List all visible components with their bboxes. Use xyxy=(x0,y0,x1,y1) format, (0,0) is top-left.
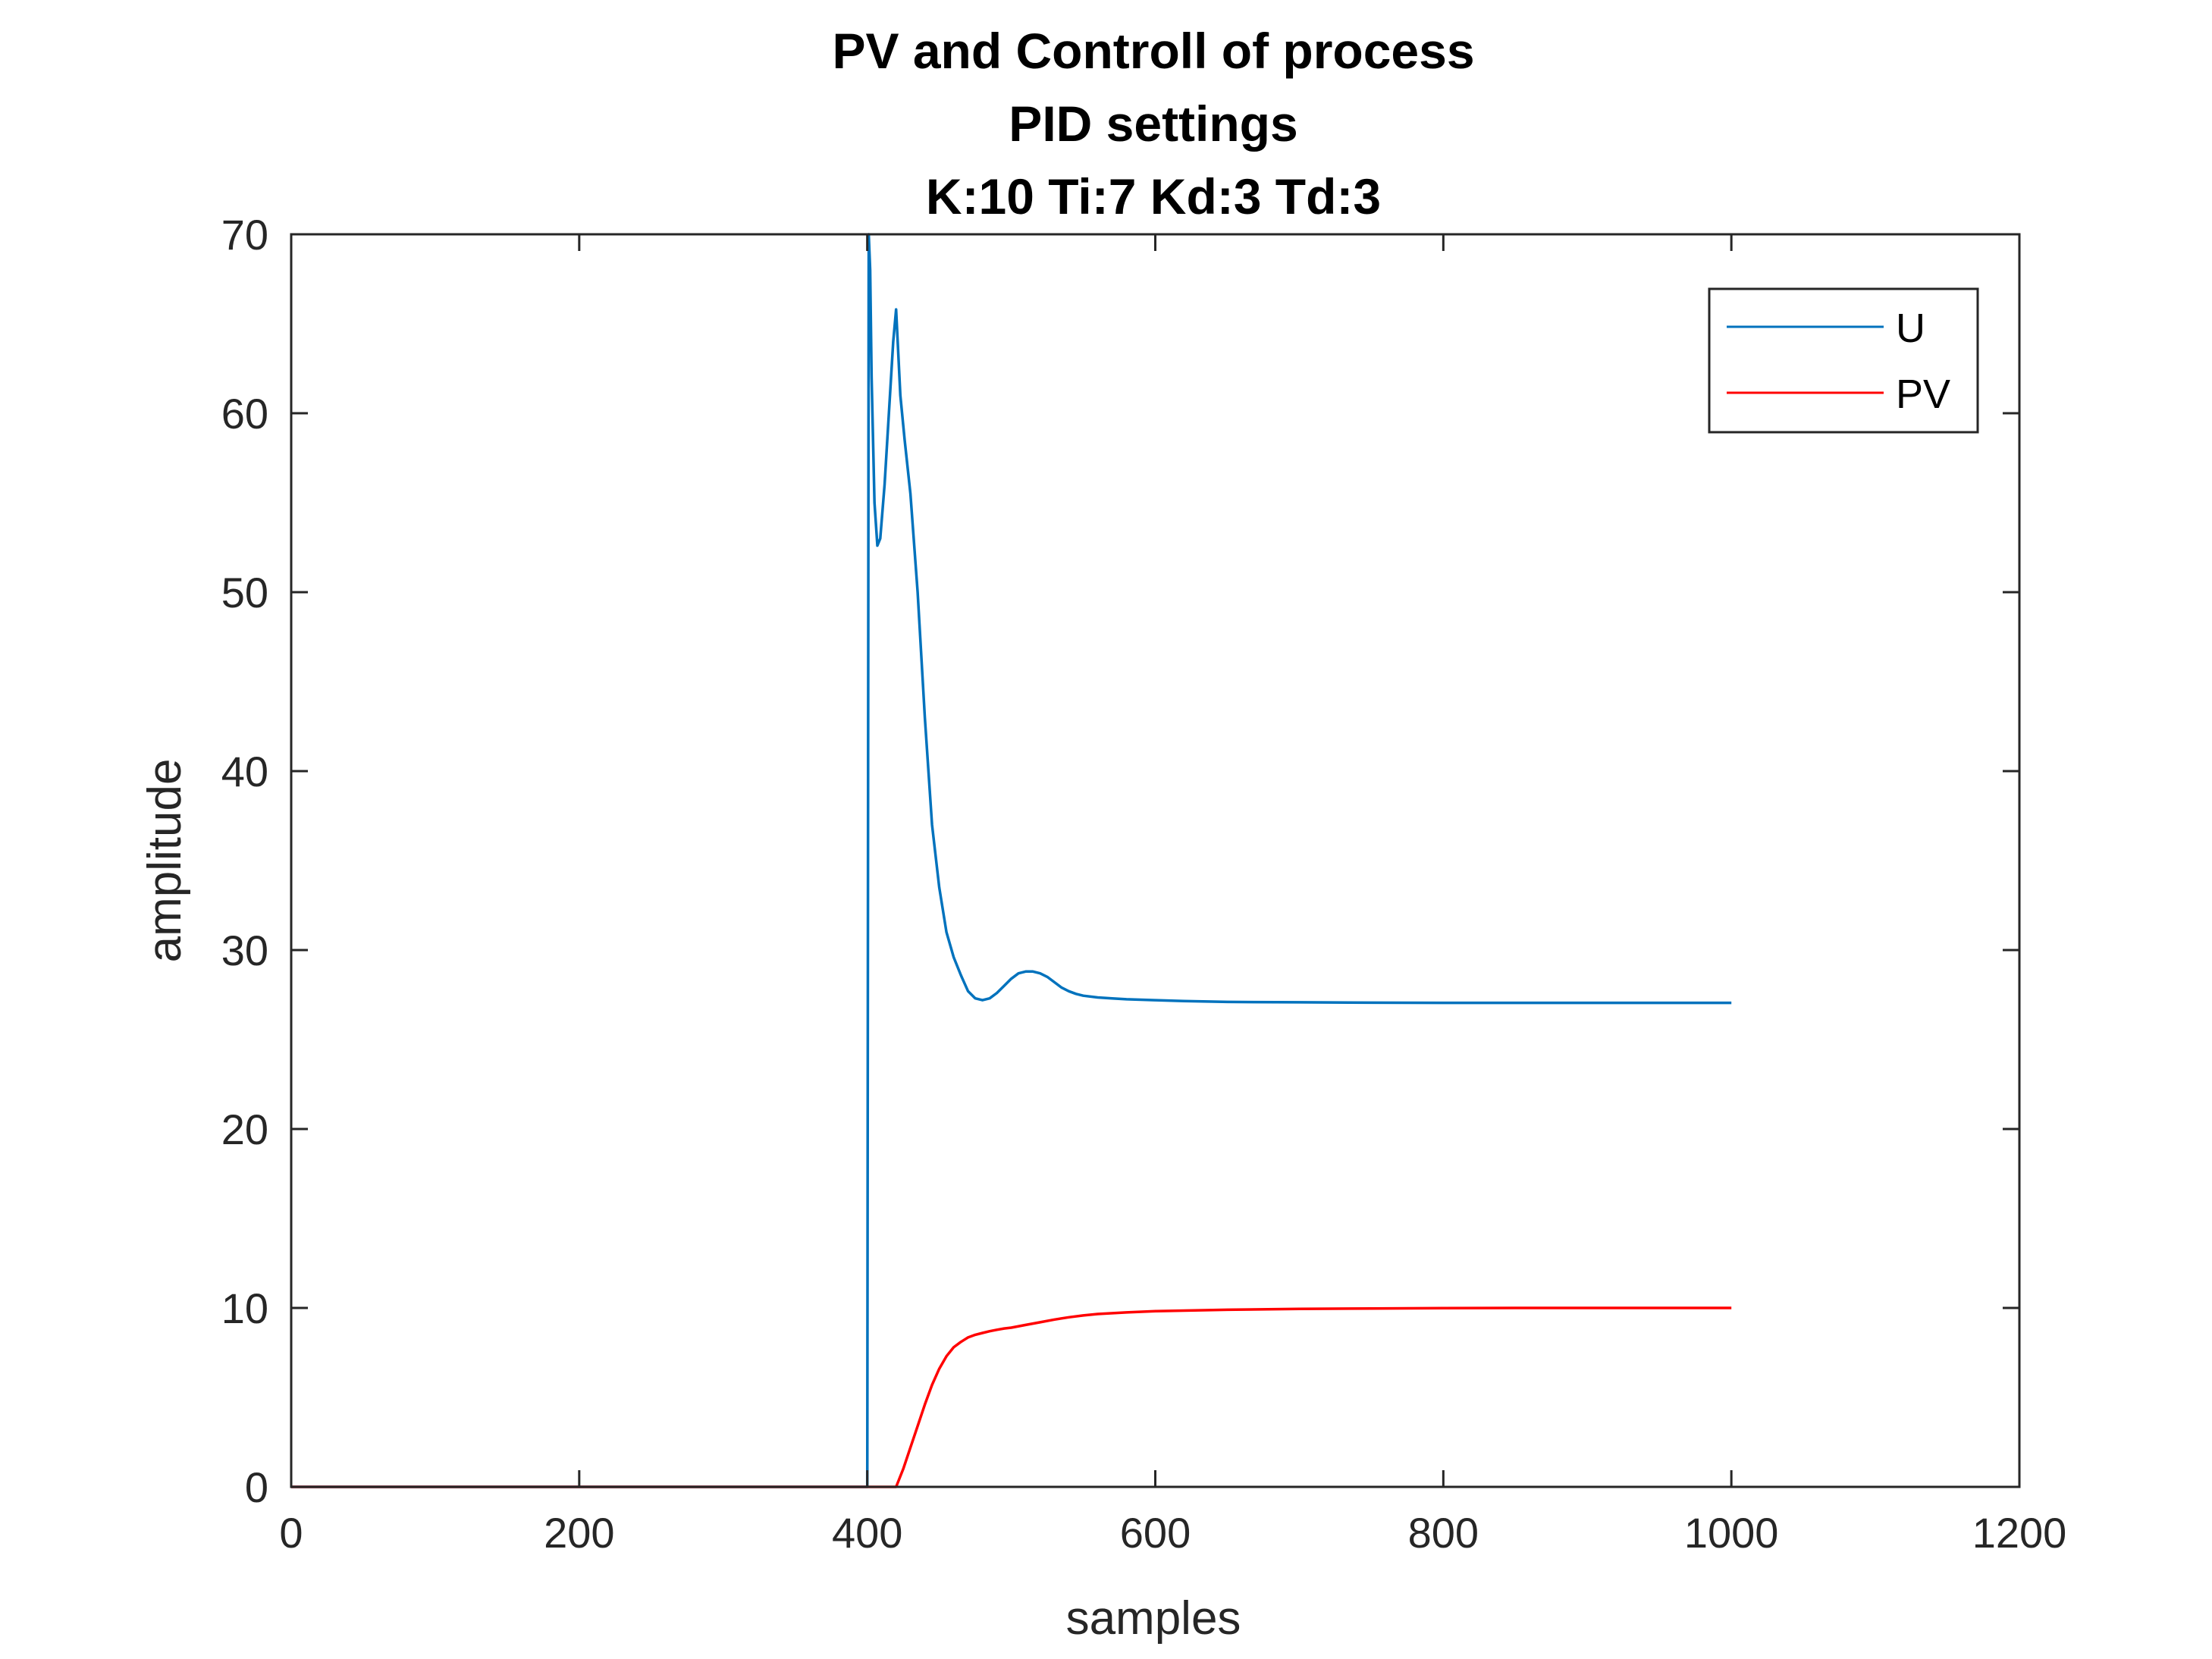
y-tick-label: 10 xyxy=(221,1284,268,1332)
x-axis-tick-labels: 0 200 400 600 800 1000 1200 xyxy=(279,1509,2066,1557)
chart-title-line-3: K:10 Ti:7 Kd:3 Td:3 xyxy=(926,168,1381,224)
y-tick-label: 60 xyxy=(221,390,268,437)
y-tick-label: 30 xyxy=(221,927,268,974)
legend-label-u: U xyxy=(1896,306,1925,351)
legend-label-pv: PV xyxy=(1896,372,1950,417)
x-axis-label: samples xyxy=(1066,1592,1241,1645)
chart-title: PV and Controll of process PID settings … xyxy=(832,23,1474,224)
chart-title-line-2: PID settings xyxy=(1009,96,1297,152)
x-tick-label: 1200 xyxy=(1972,1509,2067,1557)
y-tick-label: 50 xyxy=(221,569,268,616)
chart-title-line-1: PV and Controll of process xyxy=(832,23,1474,79)
y-axis-label: amplitude xyxy=(139,759,191,963)
y-tick-label: 40 xyxy=(221,748,268,795)
series-line-pv xyxy=(291,1306,1732,1488)
legend: U PV xyxy=(1708,287,1979,434)
plot-area xyxy=(291,234,2019,1487)
y-axis-tick-labels: 0 10 20 30 40 50 60 70 xyxy=(221,211,268,1511)
y-tick-label: 20 xyxy=(221,1105,268,1153)
y-tick-label: 70 xyxy=(221,211,268,259)
plot-frame xyxy=(290,233,2021,1488)
x-tick-label: 400 xyxy=(832,1509,902,1557)
x-tick-label: 200 xyxy=(544,1509,614,1557)
x-tick-label: 0 xyxy=(279,1509,303,1557)
y-tick-label: 0 xyxy=(245,1463,268,1511)
series-layer xyxy=(291,233,1732,1488)
x-tick-label: 800 xyxy=(1408,1509,1479,1557)
series-line-u xyxy=(291,233,1732,1488)
legend-box xyxy=(1708,287,1979,434)
x-tick-label: 1000 xyxy=(1684,1509,1779,1557)
x-tick-label: 600 xyxy=(1120,1509,1191,1557)
